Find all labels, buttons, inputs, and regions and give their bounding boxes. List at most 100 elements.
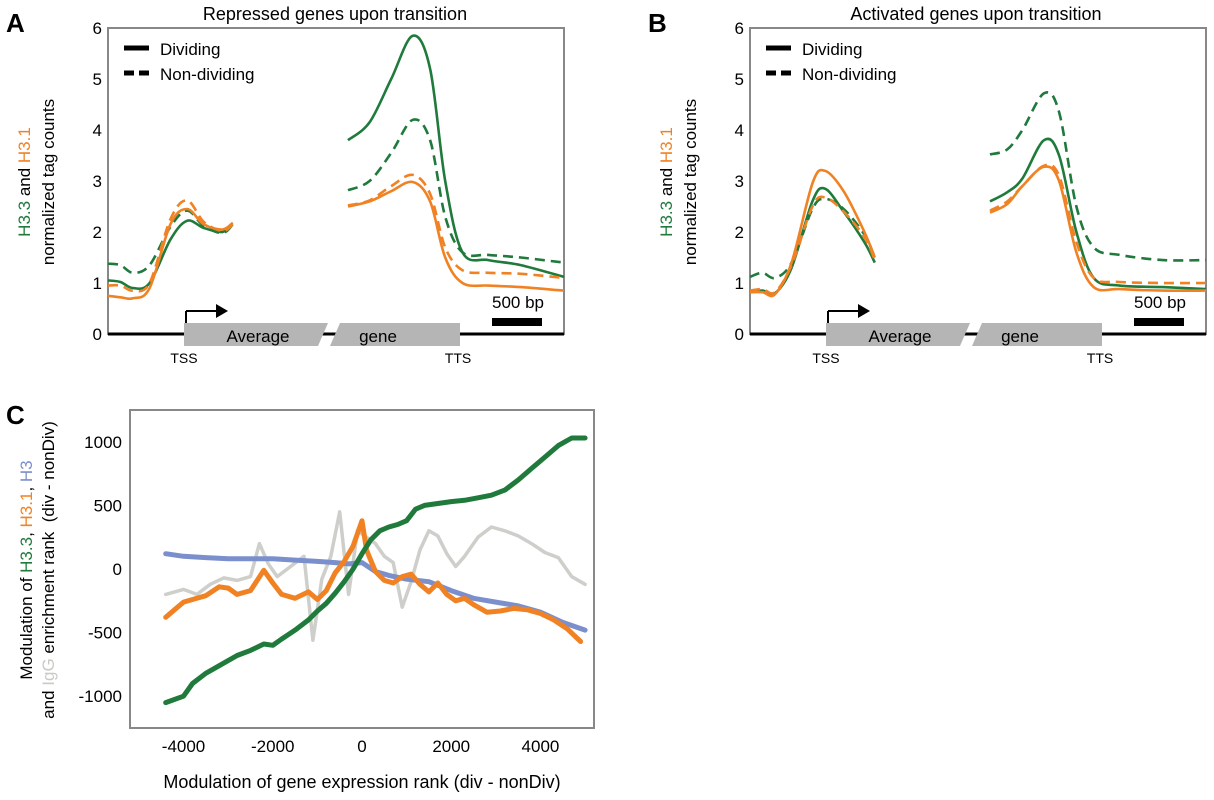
series-line <box>749 197 876 280</box>
scale-bar <box>1134 318 1184 326</box>
ylabel-part: and <box>39 686 58 719</box>
y-axis-label-line1: Modulation of H3.3, H3.1, H3 <box>17 460 36 679</box>
y-tick-labels: -1000 -500 0 500 1000 <box>79 433 122 706</box>
x-axis-label: Modulation of gene expression rank (div … <box>163 772 560 792</box>
x-tick-label: -2000 <box>251 737 294 756</box>
series-line <box>347 34 565 279</box>
legend-solid-label: Dividing <box>802 40 862 59</box>
h31-label: H3.1 <box>15 127 34 163</box>
y-tick-labels: 0 1 2 3 4 5 6 <box>93 19 102 344</box>
y-axis-label-line1: H3.3 and H3.1 <box>657 127 676 237</box>
tts-label: TTS <box>445 350 471 366</box>
y-tick-label: 6 <box>735 19 744 38</box>
y-tick-label: 500 <box>94 496 122 515</box>
plot-frame <box>129 409 595 729</box>
legend-dashed-label: Non-dividing <box>160 65 255 84</box>
series-line <box>107 209 234 275</box>
series-line <box>989 163 1207 285</box>
y-tick-label: 5 <box>735 70 744 89</box>
tss-arrow-head <box>216 304 228 318</box>
y-tick-labels: 0 1 2 3 4 5 6 <box>735 19 744 344</box>
h33-label: H3.3 <box>17 537 36 573</box>
y-tick-label: -1000 <box>79 687 122 706</box>
x-tick-label: 4000 <box>522 737 560 756</box>
y-tick-label: -500 <box>88 624 122 643</box>
series-line <box>347 118 565 264</box>
legend-solid-label: Dividing <box>160 40 220 59</box>
x-tick-label: 2000 <box>432 737 470 756</box>
y-tick-label: 4 <box>735 121 744 140</box>
y-tick-label: 0 <box>735 325 744 344</box>
series-line <box>107 199 234 293</box>
series-lines <box>749 91 1207 298</box>
ylabel-part: , <box>17 527 36 536</box>
panel-a: A Repressed genes upon transition H3.3 a… <box>6 4 565 366</box>
series-line <box>749 186 876 296</box>
legend: Dividing Non-dividing <box>766 40 897 84</box>
series-lines <box>163 435 588 706</box>
series-line <box>347 173 565 280</box>
panel-title: Repressed genes upon transition <box>203 4 467 24</box>
series-line <box>989 165 1207 293</box>
gene-label-right: gene <box>1001 327 1039 346</box>
gene-label-left: Average <box>868 327 931 346</box>
ylabel-part: , <box>17 482 36 491</box>
h3-label: H3 <box>17 460 36 482</box>
gene-body-right <box>330 323 460 346</box>
ylabel-part: enrichment rank (div - nonDiv) <box>39 421 58 658</box>
y-axis-label-line2: normalized tag counts <box>681 99 700 265</box>
tss-arrow-head <box>858 304 870 318</box>
scale-bar <box>492 318 542 326</box>
panel-c: C Modulation of H3.3, H3.1, H3 and IgG e… <box>6 400 595 792</box>
y-tick-label: 3 <box>93 172 102 191</box>
and-label: and <box>657 163 676 201</box>
y-tick-label: 2 <box>93 223 102 242</box>
x-tick-label: 0 <box>357 737 366 756</box>
series-line <box>749 168 877 298</box>
gene-body-left <box>184 323 328 346</box>
scale-bar-label: 500 bp <box>492 293 544 312</box>
gene-body-left <box>826 323 970 346</box>
panel-b: B Activated genes upon transition H3.3 a… <box>648 4 1207 366</box>
x-tick-label: -4000 <box>162 737 205 756</box>
series-line <box>347 180 565 292</box>
y-tick-label: 3 <box>735 172 744 191</box>
scale-bar-label: 500 bp <box>1134 293 1186 312</box>
and-label: and <box>15 163 34 201</box>
series-line <box>989 91 1207 262</box>
y-tick-label: 2 <box>735 223 744 242</box>
h31-label: H3.1 <box>657 127 676 163</box>
series-line <box>163 435 588 706</box>
y-tick-label: 5 <box>93 70 102 89</box>
panel-letter: A <box>6 8 25 38</box>
y-tick-label: 1000 <box>84 433 122 452</box>
gene-body-right <box>972 323 1102 346</box>
panel-letter: B <box>648 8 667 38</box>
y-tick-label: 6 <box>93 19 102 38</box>
y-axis-label-line2: and IgG enrichment rank (div - nonDiv) <box>39 421 58 719</box>
series-lines <box>107 34 565 301</box>
y-axis-label-line1: H3.3 and H3.1 <box>15 127 34 237</box>
gene-label-left: Average <box>226 327 289 346</box>
legend-dashed-label: Non-dividing <box>802 65 897 84</box>
tss-label: TSS <box>170 350 197 366</box>
panel-letter: C <box>6 400 25 430</box>
tss-label: TSS <box>812 350 839 366</box>
h33-label: H3.3 <box>657 201 676 237</box>
tts-label: TTS <box>1087 350 1113 366</box>
y-axis-label-line2: normalized tag counts <box>39 99 58 265</box>
y-tick-label: 4 <box>93 121 102 140</box>
y-tick-label: 0 <box>93 325 102 344</box>
h33-label: H3.3 <box>15 201 34 237</box>
y-tick-label: 1 <box>735 274 744 293</box>
h31-label: H3.1 <box>17 492 36 528</box>
y-tick-label: 0 <box>113 560 122 579</box>
series-line <box>163 510 587 642</box>
series-line <box>989 137 1207 291</box>
igg-label: IgG <box>39 658 58 685</box>
legend: Dividing Non-dividing <box>124 40 255 84</box>
panel-title: Activated genes upon transition <box>850 4 1101 24</box>
series-line <box>749 195 876 295</box>
gene-label-right: gene <box>359 327 397 346</box>
